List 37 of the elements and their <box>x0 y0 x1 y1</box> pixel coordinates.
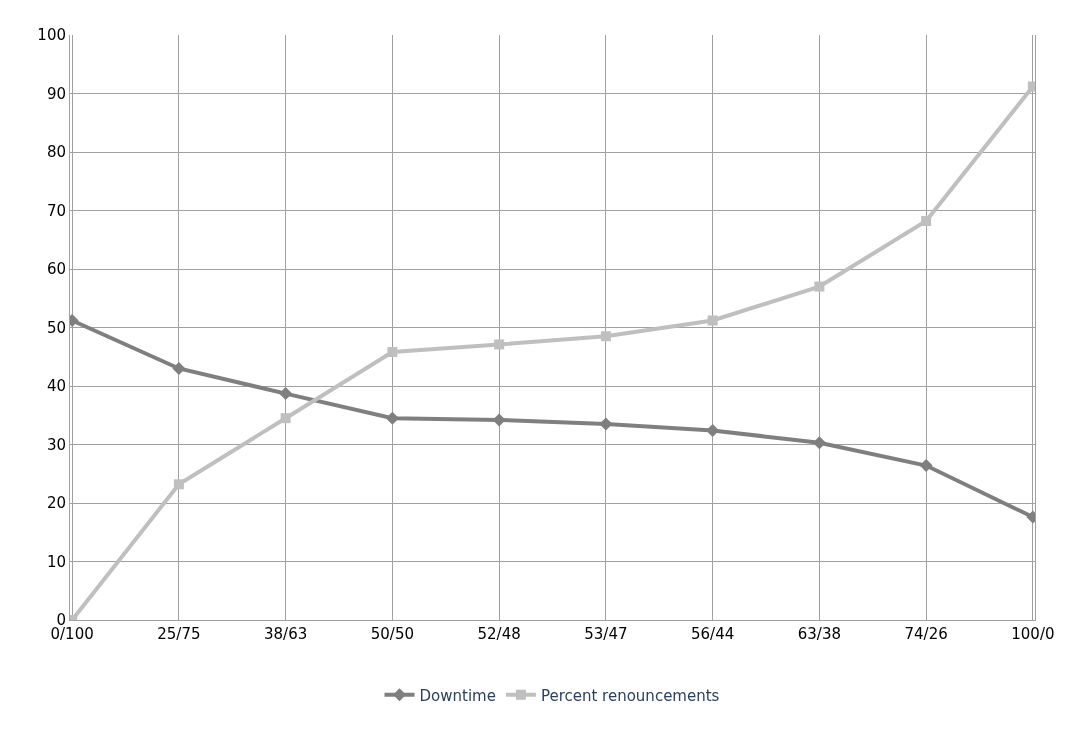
point <box>172 361 186 375</box>
point <box>599 417 613 431</box>
point <box>279 387 293 401</box>
x-tick-label: 63/38 <box>797 625 841 643</box>
point <box>919 459 933 473</box>
point <box>707 315 718 326</box>
point <box>280 413 291 424</box>
point <box>921 216 932 227</box>
x-tick-label: 52/48 <box>477 625 521 643</box>
x-tick-label: 100/0 <box>1011 625 1055 643</box>
y-tick-label: 50 <box>46 318 66 337</box>
x-tick-label: 56/44 <box>691 625 735 643</box>
point <box>173 479 184 490</box>
x-tick-label: 50/50 <box>370 625 414 643</box>
x-tick-label: 38/63 <box>264 625 308 643</box>
y-tick-label: 20 <box>46 494 66 513</box>
legend-label: Percent renouncements <box>540 686 720 705</box>
point <box>814 281 825 292</box>
legend-label: Downtime <box>419 686 496 705</box>
x-tick-label: 53/47 <box>584 625 628 643</box>
point <box>706 423 720 437</box>
y-tick-label: 30 <box>46 435 66 454</box>
y-tick-label: 80 <box>46 143 66 162</box>
point <box>812 436 826 450</box>
y-tick-label: 10 <box>46 552 66 571</box>
y-tick-label: 70 <box>46 201 66 220</box>
y-tick-label: 40 <box>46 377 66 396</box>
point <box>492 413 506 427</box>
y-tick-label: 100 <box>37 26 66 45</box>
x-tick-label: 25/75 <box>157 625 201 643</box>
point <box>600 331 611 342</box>
point <box>494 339 505 350</box>
point <box>385 411 399 425</box>
x-tick-label: 74/26 <box>904 625 948 643</box>
point <box>387 347 398 358</box>
y-tick-label: 90 <box>46 84 66 103</box>
y-tick-label: 60 <box>46 260 66 279</box>
